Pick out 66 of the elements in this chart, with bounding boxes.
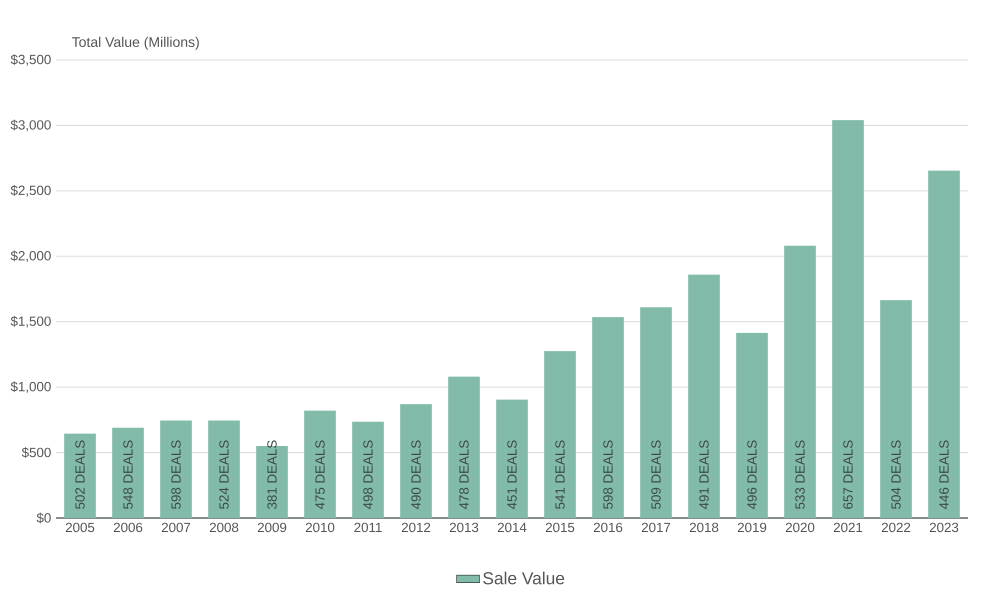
bar (304, 410, 336, 518)
bar (832, 120, 864, 518)
bar (544, 351, 576, 518)
bar (688, 274, 720, 518)
x-tick-label: 2015 (546, 522, 574, 532)
bar (160, 420, 192, 518)
x-tick-label: 2011 (354, 522, 382, 532)
bar (352, 422, 384, 518)
bar (448, 376, 480, 518)
annotation: 502 DEALS (75, 440, 85, 509)
bar (208, 420, 240, 518)
annotation: 509 DEALS (651, 440, 661, 509)
annotation: 657 DEALS (843, 440, 853, 509)
annotation: 446 DEALS (939, 440, 949, 510)
x-tick-label: 2006 (114, 522, 142, 532)
legend-label: Sale Value (483, 572, 564, 584)
bar (928, 170, 960, 518)
x-tick-label: 2021 (834, 522, 862, 532)
annotation: 524 DEALS (219, 440, 229, 509)
annotation: 498 DEALS (363, 440, 373, 510)
y-tick-label: $2,000 (10, 250, 51, 262)
x-tick-label: 2022 (882, 522, 910, 532)
y-tick-label: $0 (36, 512, 51, 524)
x-tick-label: 2014 (498, 522, 526, 532)
x-tick-label: 2009 (258, 522, 286, 532)
annotation: 548 DEALS (123, 440, 133, 509)
annotation: 478 DEALS (459, 440, 469, 510)
x-tick-label: 2019 (738, 522, 766, 532)
annotation: 598 DEALS (603, 440, 613, 509)
y-tick-label: $3,000 (10, 120, 51, 132)
bar (880, 300, 912, 518)
x-tick-label: 2016 (594, 522, 622, 532)
y-tick-label: $1,000 (10, 381, 51, 393)
annotation: 496 DEALS (747, 440, 757, 510)
y-tick-label: $3,500 (10, 54, 51, 66)
bar (400, 404, 432, 518)
annotation: 475 DEALS (315, 440, 325, 510)
x-tick-label: 2008 (210, 522, 238, 532)
y-tick-label: $1,500 (10, 316, 51, 328)
bar (640, 307, 672, 518)
bar (592, 317, 624, 518)
annotation: 490 DEALS (411, 440, 421, 510)
x-tick-label: 2013 (450, 522, 478, 532)
annotation: 533 DEALS (795, 440, 805, 509)
bar (496, 400, 528, 518)
bar (784, 246, 816, 518)
annotation: 541 DEALS (555, 440, 565, 509)
x-tick-label: 2007 (162, 522, 190, 532)
annotation: 491 DEALS (699, 440, 709, 510)
x-tick-label: 2012 (402, 522, 430, 532)
x-tick-label: 2020 (786, 522, 814, 532)
bar (64, 434, 96, 518)
y-tick-label: $2,500 (10, 185, 51, 197)
annotation: 598 DEALS (171, 440, 181, 509)
x-tick-label: 2017 (642, 522, 670, 532)
x-tick-label: 2010 (306, 522, 334, 532)
x-tick-label: 2018 (690, 522, 718, 532)
annotation: 381 DEALS (267, 440, 277, 509)
x-tick-label: 2023 (930, 522, 958, 532)
annotation: 504 DEALS (891, 440, 901, 509)
annotation: 451 DEALS (507, 440, 517, 510)
bar (736, 332, 768, 518)
y-axis-title: Total Value (Millions) (72, 36, 199, 50)
y-tick-label: $500 (22, 447, 51, 458)
x-tick-label: 2005 (66, 522, 94, 532)
bar (112, 428, 144, 518)
